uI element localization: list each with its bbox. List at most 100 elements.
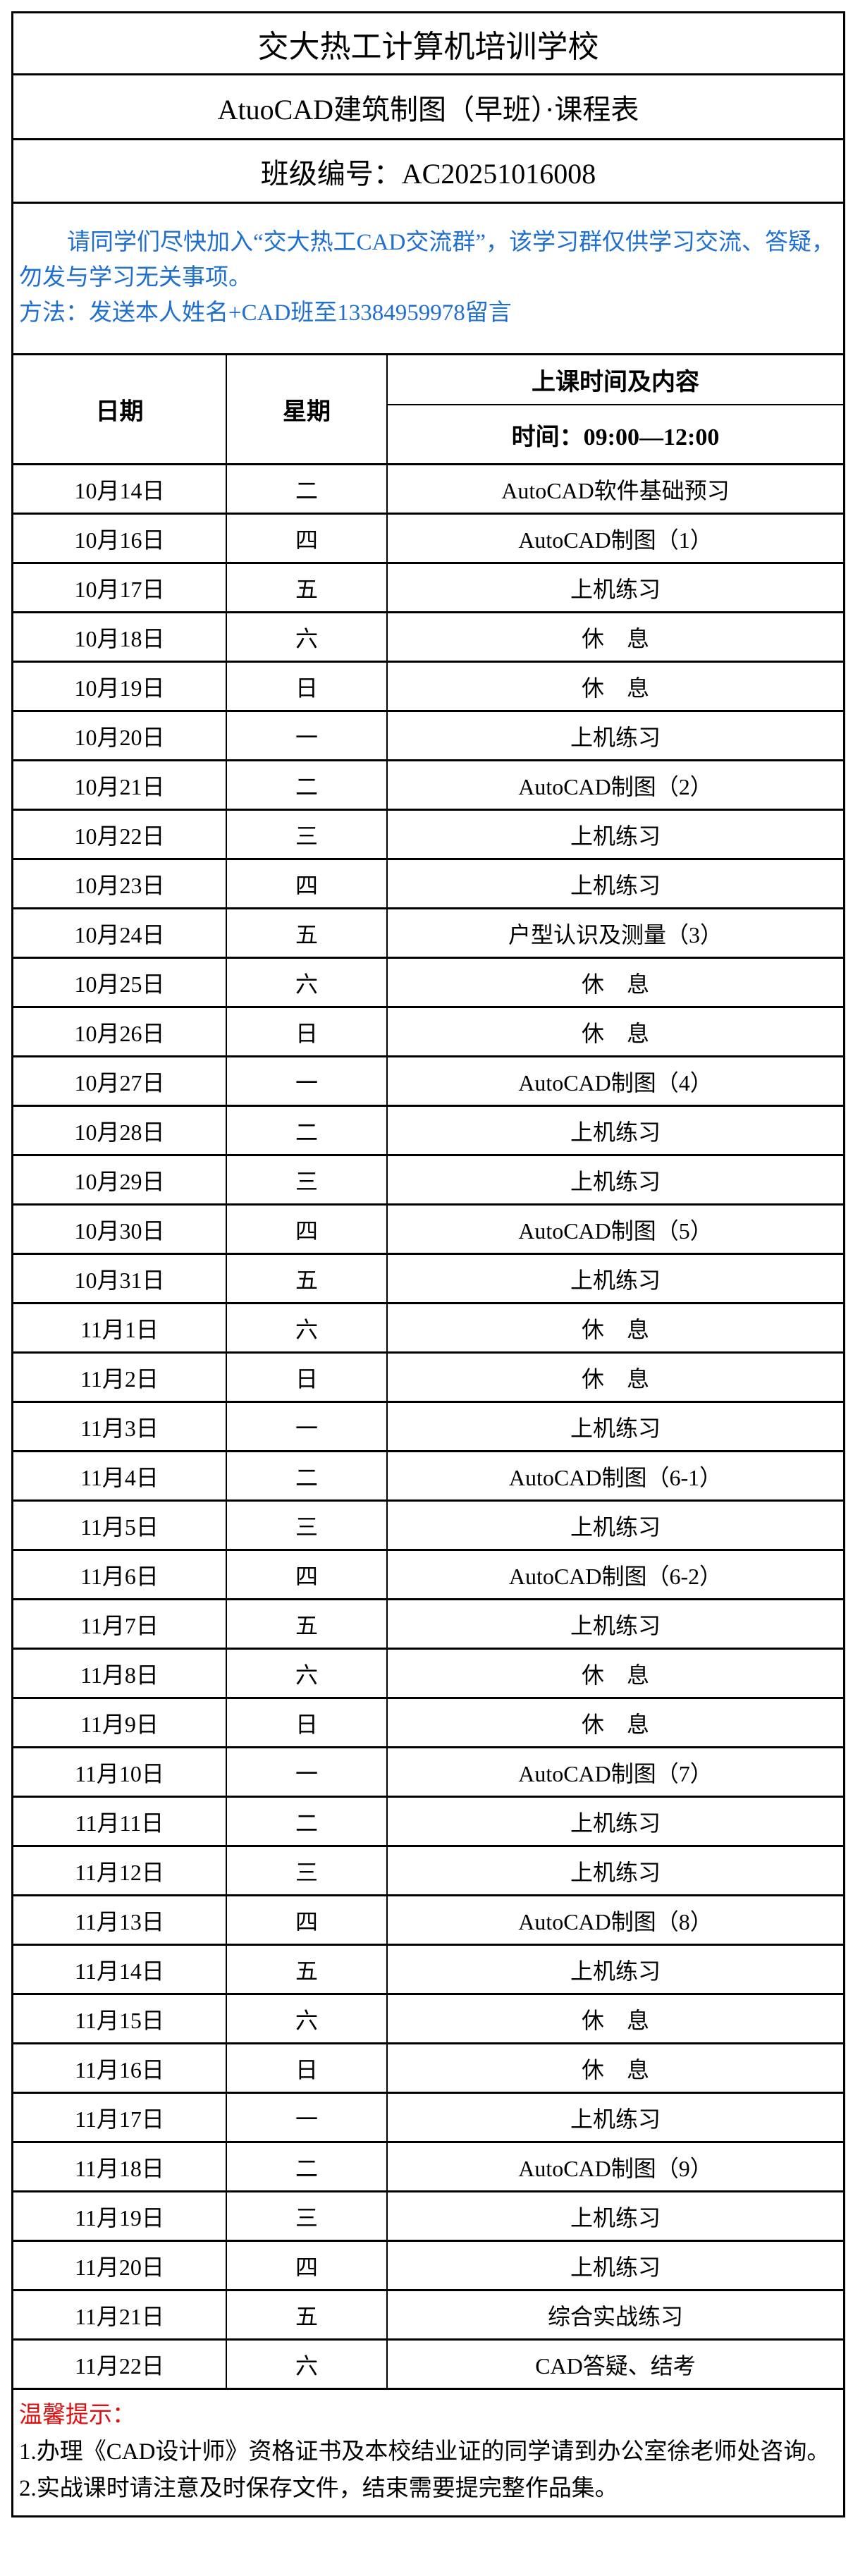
cell-date: 10月31日 bbox=[13, 1253, 227, 1304]
cell-content: 上机练习 bbox=[386, 2240, 843, 2291]
cell-content: AutoCAD制图（5） bbox=[386, 1203, 843, 1255]
cell-date: 11月17日 bbox=[13, 2092, 227, 2143]
table-row: 10月14日二 AutoCAD软件基础预习 bbox=[13, 463, 843, 515]
cell-content: AutoCAD制图（1） bbox=[386, 513, 843, 564]
table-row: 11月6日四 AutoCAD制图（6-2） bbox=[13, 1549, 843, 1600]
cell-date: 10月29日 bbox=[13, 1154, 227, 1206]
cell-weekday: 四 bbox=[226, 858, 388, 909]
cell-content: 上机练习 bbox=[386, 1154, 843, 1206]
cell-date: 10月30日 bbox=[13, 1203, 227, 1255]
cell-content: 上机练习 bbox=[386, 1598, 843, 1650]
table-row: 10月17日五上机练习 bbox=[13, 562, 843, 613]
cell-content: 上机练习 bbox=[386, 562, 843, 613]
table-row: 11月20日四上机练习 bbox=[13, 2240, 843, 2291]
cell-weekday: 三 bbox=[226, 1154, 388, 1206]
table-row: 11月21日五综合实战练习 bbox=[13, 2289, 843, 2341]
cell-date: 10月21日 bbox=[13, 759, 227, 811]
cell-content: CAD答疑、结考 bbox=[386, 2338, 843, 2390]
cell-content: AutoCAD制图（4） bbox=[386, 1055, 843, 1107]
cell-weekday: 日 bbox=[226, 1351, 388, 1403]
table-row: 11月2日日休 息 bbox=[13, 1351, 843, 1403]
table-row: 11月9日日休 息 bbox=[13, 1697, 843, 1748]
table-row: 11月4日二 AutoCAD制图（6-1） bbox=[13, 1450, 843, 1502]
table-row: 11月18日二 AutoCAD制图（9） bbox=[13, 2141, 843, 2192]
cell-date: 11月2日 bbox=[13, 1351, 227, 1403]
cell-content: 上机练习 bbox=[386, 1253, 843, 1304]
table-row: 10月21日二 AutoCAD制图（2） bbox=[13, 759, 843, 811]
table-row: 11月14日五上机练习 bbox=[13, 1944, 843, 1995]
table-row: 10月18日六休 息 bbox=[13, 611, 843, 663]
cell-date: 10月19日 bbox=[13, 661, 227, 712]
cell-date: 11月10日 bbox=[13, 1746, 227, 1798]
cell-weekday: 一 bbox=[226, 1746, 388, 1798]
cell-content: 上机练习 bbox=[386, 1499, 843, 1551]
notice-line-1: 请同学们尽快加入“交大热工CAD交流群”，该学习群仅供学习交流、答疑，勿发与学习… bbox=[19, 230, 835, 290]
cell-date: 11月16日 bbox=[13, 2042, 227, 2094]
cell-date: 11月5日 bbox=[13, 1499, 227, 1551]
schedule-table: 日期 星期 上课时间及内容 时间：09:00—12:00 10月14日二 Auto… bbox=[13, 355, 843, 2390]
cell-weekday: 二 bbox=[226, 1105, 388, 1156]
header-content: 上课时间及内容 bbox=[386, 355, 843, 405]
notice: 请同学们尽快加入“交大热工CAD交流群”，该学习群仅供学习交流、答疑，勿发与学习… bbox=[13, 204, 843, 355]
table-row: 11月8日六休 息 bbox=[13, 1648, 843, 1699]
cell-content: 休 息 bbox=[386, 1648, 843, 1699]
cell-content: 上机练习 bbox=[386, 710, 843, 761]
cell-content: AutoCAD制图（2） bbox=[386, 759, 843, 811]
table-row: 11月1日六休 息 bbox=[13, 1302, 843, 1354]
table-row: 10月31日五上机练习 bbox=[13, 1253, 843, 1304]
cell-weekday: 六 bbox=[226, 611, 388, 663]
table-row: 10月28日二上机练习 bbox=[13, 1105, 843, 1156]
course-title: AtuoCAD建筑制图（早班）·课程表 bbox=[13, 75, 843, 140]
cell-content: AutoCAD制图（7） bbox=[386, 1746, 843, 1798]
cell-content: 户型认识及测量（3） bbox=[386, 907, 843, 959]
cell-weekday: 五 bbox=[226, 2289, 388, 2341]
cell-content: AutoCAD制图（6-2） bbox=[386, 1549, 843, 1600]
cell-content: 上机练习 bbox=[386, 1105, 843, 1156]
cell-date: 11月7日 bbox=[13, 1598, 227, 1650]
cell-content: 上机练习 bbox=[386, 1796, 843, 1847]
cell-weekday: 日 bbox=[226, 661, 388, 712]
schedule-sheet: 交大热工计算机培训学校 AtuoCAD建筑制图（早班）·课程表 班级编号：AC2… bbox=[11, 11, 845, 2517]
cell-date: 11月14日 bbox=[13, 1944, 227, 1995]
cell-weekday: 五 bbox=[226, 1598, 388, 1650]
cell-weekday: 二 bbox=[226, 1450, 388, 1502]
table-row: 11月12日三上机练习 bbox=[13, 1845, 843, 1896]
cell-date: 10月14日 bbox=[13, 463, 227, 515]
cell-date: 10月27日 bbox=[13, 1055, 227, 1107]
cell-content: 上机练习 bbox=[386, 809, 843, 860]
cell-content: AutoCAD制图（8） bbox=[386, 1894, 843, 1946]
cell-content: 上机练习 bbox=[386, 2092, 843, 2143]
cell-date: 11月13日 bbox=[13, 1894, 227, 1946]
header-weekday: 星期 bbox=[226, 355, 388, 465]
table-row: 11月5日三上机练习 bbox=[13, 1499, 843, 1551]
school-title: 交大热工计算机培训学校 bbox=[13, 13, 843, 75]
cell-weekday: 三 bbox=[226, 1499, 388, 1551]
cell-weekday: 六 bbox=[226, 1993, 388, 2044]
cell-weekday: 一 bbox=[226, 2092, 388, 2143]
cell-content: AutoCAD制图（6-1） bbox=[386, 1450, 843, 1502]
cell-date: 10月18日 bbox=[13, 611, 227, 663]
cell-content: 上机练习 bbox=[386, 1845, 843, 1896]
table-row: 10月25日六休 息 bbox=[13, 957, 843, 1008]
cell-weekday: 二 bbox=[226, 1796, 388, 1847]
cell-weekday: 六 bbox=[226, 1648, 388, 1699]
cell-weekday: 五 bbox=[226, 562, 388, 613]
cell-weekday: 四 bbox=[226, 1894, 388, 1946]
cell-weekday: 一 bbox=[226, 1401, 388, 1452]
table-row: 10月24日五户型认识及测量（3） bbox=[13, 907, 843, 959]
cell-date: 11月19日 bbox=[13, 2190, 227, 2242]
cell-date: 11月22日 bbox=[13, 2338, 227, 2390]
cell-content: 休 息 bbox=[386, 1993, 843, 2044]
header-time: 时间：09:00—12:00 bbox=[387, 404, 843, 465]
class-number: 班级编号：AC20251016008 bbox=[13, 140, 843, 204]
cell-weekday: 四 bbox=[226, 1549, 388, 1600]
table-row: 10月22日三上机练习 bbox=[13, 809, 843, 860]
table-row: 11月7日五上机练习 bbox=[13, 1598, 843, 1650]
table-row: 10月20日一上机练习 bbox=[13, 710, 843, 761]
cell-weekday: 六 bbox=[226, 1302, 388, 1354]
cell-content: 上机练习 bbox=[386, 1944, 843, 1995]
table-row: 10月23日四上机练习 bbox=[13, 858, 843, 909]
cell-content: 休 息 bbox=[386, 2042, 843, 2094]
cell-content: 上机练习 bbox=[386, 2190, 843, 2242]
cell-weekday: 一 bbox=[226, 710, 388, 761]
